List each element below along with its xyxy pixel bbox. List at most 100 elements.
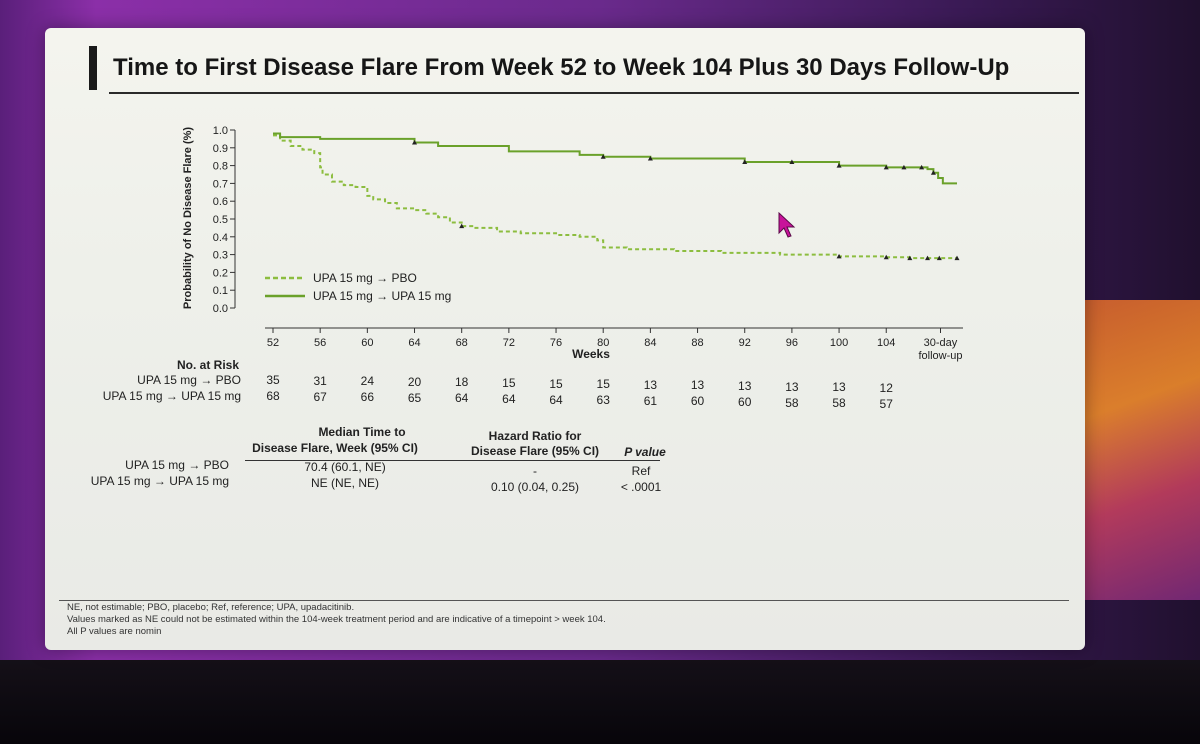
y-tick-label: 0.9 xyxy=(213,143,228,155)
risk-cell: 57 xyxy=(879,396,893,411)
series-layer xyxy=(273,132,960,261)
summary-header-hr-line2: Disease Flare (95% CI) xyxy=(470,444,600,458)
risk-cell: 64 xyxy=(502,392,516,406)
censor-mark xyxy=(600,154,606,159)
y-tick-label: 0.5 xyxy=(213,214,228,226)
censor-mark xyxy=(930,170,936,175)
y-tick-label: 0.2 xyxy=(213,267,228,279)
summary-row-p: Ref xyxy=(631,464,651,478)
risk-cell: 60 xyxy=(738,395,752,409)
censor-mark xyxy=(883,164,889,170)
x-tick-label: 96 xyxy=(786,337,798,349)
censor-mark xyxy=(742,159,748,165)
y-tick-label: 0.4 xyxy=(213,232,228,244)
y-tick-label: 0.3 xyxy=(213,250,228,262)
risk-cell: 15 xyxy=(549,376,563,391)
x-tick-label: 76 xyxy=(550,337,562,349)
risk-cell: 35 xyxy=(266,373,280,387)
x-tick-label: 60 xyxy=(361,337,373,349)
risk-cell: 58 xyxy=(785,395,799,410)
risk-cell: 64 xyxy=(455,391,469,406)
legend-entry: UPA 15 mg → PBO xyxy=(313,271,417,285)
censor-mark xyxy=(907,255,913,261)
censor-mark xyxy=(647,155,653,161)
risk-row-label: UPA 15 mg → PBO xyxy=(137,373,241,387)
risk-cell: 68 xyxy=(266,389,280,403)
x-tick-label: 56 xyxy=(314,337,326,349)
x-tick-label: 30-day xyxy=(924,337,958,349)
summary-header-p: P value xyxy=(624,445,666,459)
summary-header-median-line1: Median Time to xyxy=(318,425,406,439)
slide-title: Time to First Disease Flare From Week 52… xyxy=(113,54,1010,81)
risk-cell: 60 xyxy=(690,394,705,409)
footnote: NE, not estimable; PBO, placebo; Ref, re… xyxy=(67,602,355,613)
background-stripes xyxy=(1080,300,1200,600)
summary-row-p: < .0001 xyxy=(620,480,662,494)
censor-mark xyxy=(919,164,925,170)
censor-mark xyxy=(954,255,960,261)
risk-cell: 15 xyxy=(502,376,516,390)
risk-cell: 67 xyxy=(313,389,327,404)
risk-row-label: UPA 15 mg → UPA 15 mg xyxy=(102,389,241,403)
risk-cell: 64 xyxy=(549,392,563,407)
risk-cell: 13 xyxy=(690,378,705,393)
risk-cell: 58 xyxy=(832,396,846,411)
x-tick-label: 64 xyxy=(408,337,420,349)
y-tick-label: 0.7 xyxy=(213,178,228,190)
y-tick-label: 1.0 xyxy=(213,125,228,137)
series-line xyxy=(273,132,957,185)
summary-header-rule xyxy=(245,460,660,461)
summary-header-median-line2: Disease Flare, Week (95% CI) xyxy=(252,441,418,455)
y-tick-label: 0.0 xyxy=(213,303,228,315)
x-tick-label: follow-up xyxy=(918,350,962,362)
risk-cell: 18 xyxy=(455,375,469,390)
km-chart: 0.0 0.1 0.2 0.3 0.4 0.5 0.6 0.7 0.8 0.9 1.0 52 56 60… xyxy=(182,125,963,362)
censor-mark xyxy=(883,254,889,260)
censor-mark xyxy=(836,163,842,168)
risk-cell: 63 xyxy=(596,393,610,408)
summary-row-hr: - xyxy=(533,464,537,478)
censor-mark xyxy=(412,139,418,145)
y-axis-label: Probability of No Disease Flare (%) xyxy=(182,127,194,309)
risk-cell: 65 xyxy=(407,390,422,405)
y-axis: 0.0 0.1 0.2 0.3 0.4 0.5 0.6 0.7 0.8 0.9 1.0 xyxy=(213,125,236,315)
risk-cell: 12 xyxy=(879,380,893,395)
summary-header-hr-line1: Hazard Ratio for xyxy=(488,429,582,443)
x-tick-label: 80 xyxy=(597,337,609,349)
series-line xyxy=(273,134,957,260)
presentation-slide: Time to First Disease Flare From Week 52… xyxy=(45,28,1085,650)
title-divider xyxy=(109,92,1079,94)
censor-mark xyxy=(836,253,842,259)
x-axis: 52 56 60 64 68 72 76 80 84 88 92 96 100 104 30-dayfoll… xyxy=(265,327,963,362)
mouse-cursor-icon xyxy=(778,212,796,238)
risk-cell: 20 xyxy=(407,374,422,389)
risk-cell: 66 xyxy=(360,390,375,405)
risk-cell: 61 xyxy=(643,393,658,408)
x-tick-label: 92 xyxy=(739,337,751,349)
risk-table-header: No. at Risk xyxy=(176,358,239,372)
risk-cell: 13 xyxy=(738,379,752,393)
x-tick-label: 84 xyxy=(644,337,656,349)
summary-row-label: UPA 15 mg → UPA 15 mg xyxy=(90,474,229,488)
censor-mark xyxy=(936,255,942,261)
x-tick-label: 100 xyxy=(830,337,848,349)
summary-row-hr: 0.10 (0.04, 0.25) xyxy=(490,480,580,494)
footnote: Values marked as NE could not be estimat… xyxy=(67,614,606,625)
y-tick-label: 0.6 xyxy=(213,196,228,208)
x-tick-label: 68 xyxy=(456,337,468,349)
legend: UPA 15 mg → PBO UPA 15 mg → UPA 15 mg xyxy=(265,271,451,303)
risk-cell: 13 xyxy=(643,377,658,392)
risk-cell: 31 xyxy=(313,373,327,388)
summary-row-median: NE (NE, NE) xyxy=(310,476,379,490)
x-tick-label: 104 xyxy=(877,337,895,349)
title-accent-bar xyxy=(89,46,97,90)
censor-mark xyxy=(789,159,795,165)
y-tick-label: 0.8 xyxy=(213,161,228,173)
risk-cell: 15 xyxy=(596,377,610,392)
censor-mark xyxy=(901,164,907,170)
x-tick-label: 72 xyxy=(503,337,515,349)
y-tick-label: 0.1 xyxy=(213,285,228,297)
risk-cell: 13 xyxy=(785,379,799,394)
censor-mark xyxy=(925,255,931,261)
footnote: All P values are nomin xyxy=(67,626,162,637)
